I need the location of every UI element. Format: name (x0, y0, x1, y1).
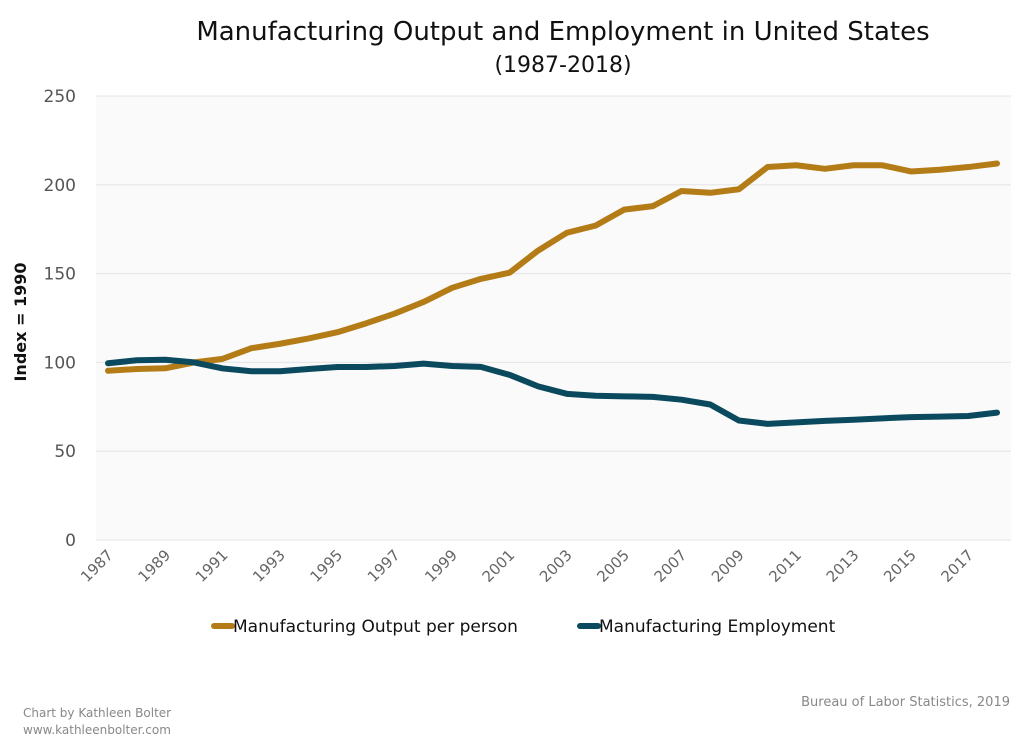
x-tick-label: 2009 (708, 546, 748, 586)
series-line-output (105, 160, 1000, 374)
y-tick-label: 0 (65, 531, 76, 551)
y-axis-label: Index = 1990 (11, 262, 30, 381)
legend-label-employment: Manufacturing Employment (599, 617, 836, 637)
x-tick-label: 1991 (192, 546, 232, 586)
legend-label-output: Manufacturing Output per person (233, 617, 518, 637)
x-tick-label: 1999 (421, 546, 461, 586)
gridlines (96, 95, 1011, 541)
x-tick-label: 1993 (249, 546, 289, 586)
series-line-employment (105, 356, 1000, 427)
x-tick-label: 2001 (479, 546, 519, 586)
chart-subtitle: (1987-2018) (494, 53, 631, 78)
x-tick-label: 2011 (765, 546, 805, 586)
x-tick-label: 2003 (536, 546, 576, 586)
plot-area (96, 96, 1011, 540)
y-tick-label: 200 (44, 176, 76, 196)
x-tick-label: 2015 (880, 546, 920, 586)
x-tick-label: 2007 (651, 546, 691, 586)
source-note: Bureau of Labor Statistics, 2019 (801, 695, 1010, 710)
y-tick-label: 100 (44, 353, 76, 373)
x-tick-label: 1995 (307, 546, 347, 586)
x-tick-label: 2013 (823, 546, 863, 586)
y-tick-label: 50 (54, 442, 76, 462)
x-tick-label: 2005 (593, 546, 633, 586)
y-axis-ticks: 0 50 100 150 200 250 (44, 87, 76, 551)
x-tick-label: 1997 (364, 546, 404, 586)
chart-title: Manufacturing Output and Employment in U… (196, 17, 929, 47)
credit-website: www.kathleenbolter.com (23, 723, 171, 737)
credit-author: Chart by Kathleen Bolter (23, 706, 171, 720)
x-axis-ticks: 1987 1989 1991 1993 1995 1997 1999 2001 2003 2005… (77, 546, 977, 586)
x-tick-label: 1987 (77, 546, 117, 586)
x-tick-label: 2017 (937, 546, 977, 586)
legend: Manufacturing Output per person Manufact… (211, 617, 836, 637)
y-tick-label: 250 (44, 87, 76, 107)
x-tick-label: 1989 (134, 546, 174, 586)
y-tick-label: 150 (44, 265, 76, 285)
series-lines (105, 160, 1000, 427)
